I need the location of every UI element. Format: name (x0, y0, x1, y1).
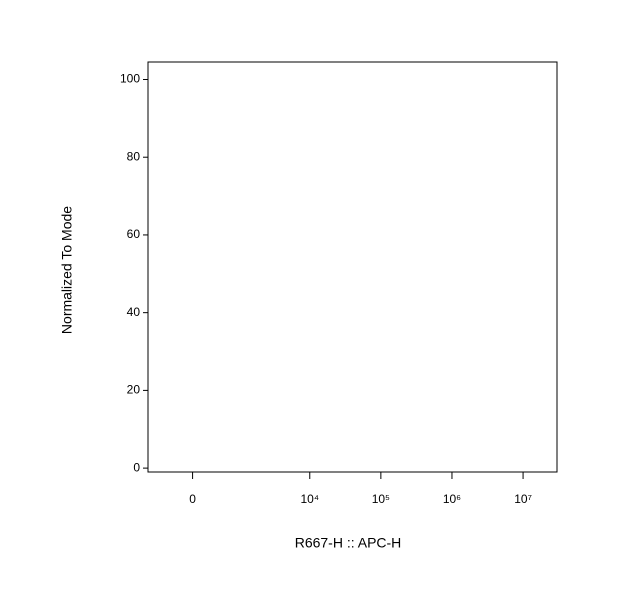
y-axis-label: Normalized To Mode (59, 206, 75, 334)
x-tick-label: 10⁷ (514, 492, 532, 506)
y-tick-label: 100 (120, 72, 140, 86)
x-tick-label: 0 (189, 492, 196, 506)
x-tick-label: 10⁴ (301, 492, 320, 506)
y-tick-label: 80 (127, 149, 141, 163)
plot-frame (147, 61, 558, 473)
y-tick-label: 40 (127, 305, 141, 319)
x-axis-label: R667-H :: APC-H (295, 535, 402, 551)
y-tick-label: 20 (127, 383, 141, 397)
y-tick-label: 0 (133, 460, 140, 474)
x-tick-label: 10⁶ (443, 492, 461, 506)
y-tick-label: 60 (127, 227, 141, 241)
x-tick-label: 10⁵ (372, 492, 390, 506)
